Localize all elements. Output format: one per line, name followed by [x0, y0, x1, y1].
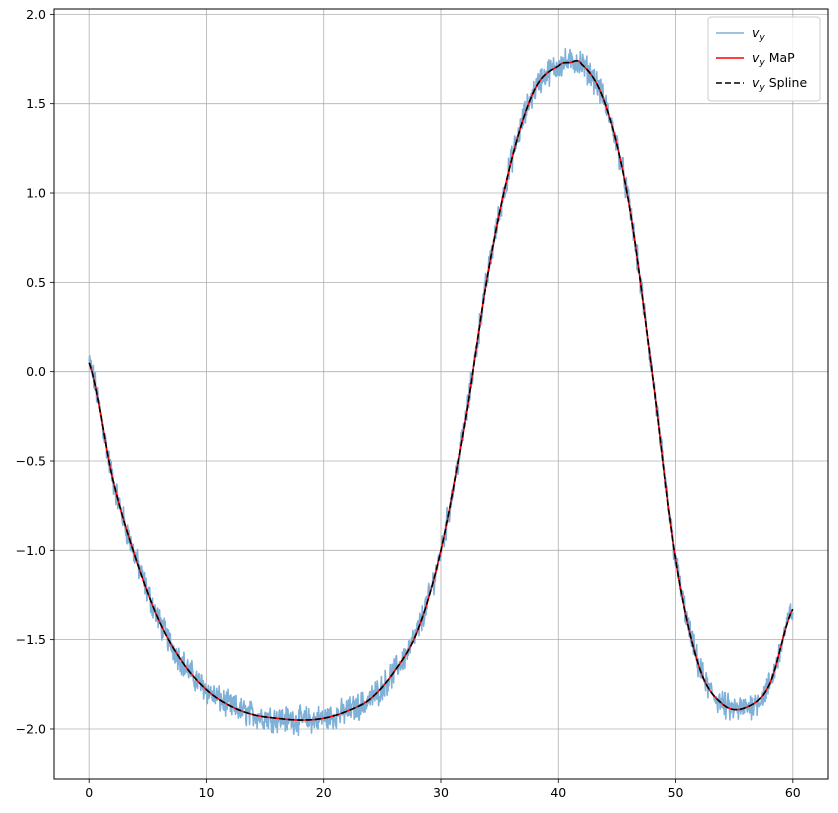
y-tick-label: −1.5	[16, 632, 46, 647]
x-tick-label: 20	[316, 785, 332, 800]
legend: vy vy MaP vy Spline	[707, 16, 821, 102]
x-tick-label: 30	[433, 785, 449, 800]
series-line-v_y-spline	[88, 59, 794, 721]
x-tick-label: 40	[550, 785, 566, 800]
x-tick-label: 10	[199, 785, 215, 800]
legend-label: vy MaP	[752, 50, 795, 68]
y-tick-label: 0.0	[26, 364, 46, 379]
legend-box	[707, 16, 821, 102]
y-tick-label: 2.0	[26, 7, 46, 22]
x-tick-label: 60	[785, 785, 801, 800]
y-tick-label: 0.5	[26, 275, 46, 290]
series-line-v_y	[88, 47, 794, 737]
legend-label: vy Spline	[752, 75, 807, 93]
y-tick-label: −1.0	[16, 543, 46, 558]
legend-label: vy	[752, 25, 765, 43]
ticks: 0 10 20 30 40 50 60 −2.0 −1.5 −1.0 −0.5 0.0 0.5 1.0 1.…	[16, 7, 801, 800]
x-tick-label: 50	[668, 785, 684, 800]
x-tick-label: 0	[85, 785, 93, 800]
y-tick-label: −2.0	[16, 721, 46, 736]
series-group	[88, 47, 794, 737]
y-tick-label: 1.5	[26, 96, 46, 111]
y-tick-label: −0.5	[16, 453, 46, 468]
y-tick-label: 1.0	[26, 186, 46, 201]
